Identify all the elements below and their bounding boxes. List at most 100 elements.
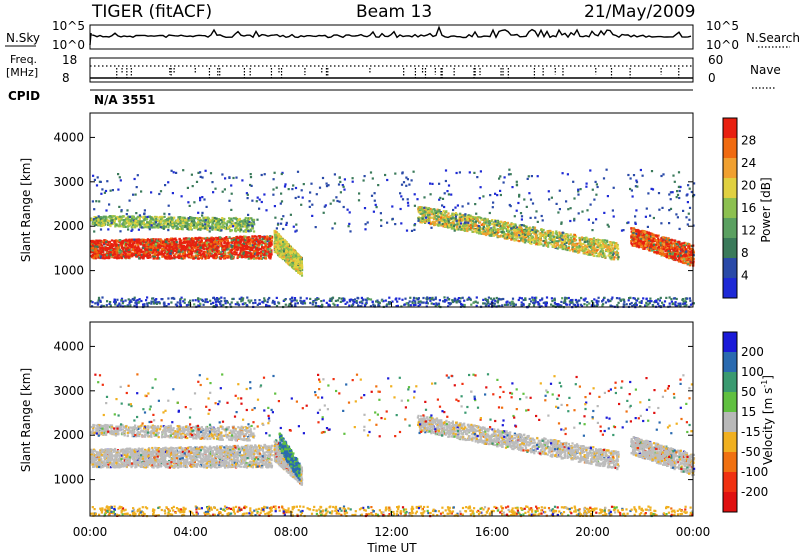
echo-point — [252, 245, 256, 248]
echo-point — [211, 225, 214, 228]
echo-point — [189, 241, 192, 244]
echo-point — [189, 227, 192, 230]
echo-point — [135, 250, 138, 253]
echo-point — [127, 256, 130, 259]
echo-point — [182, 254, 185, 257]
echo-point — [204, 241, 207, 244]
echo-point — [139, 242, 142, 245]
echo-point — [245, 236, 248, 239]
echo-point — [504, 227, 507, 230]
echo-point — [250, 253, 253, 256]
echo-point — [202, 246, 205, 249]
echo-point — [269, 250, 272, 253]
noise-tick-bottom-right: 10^0 — [706, 38, 739, 52]
echo-point — [106, 219, 109, 222]
echo-point — [169, 241, 172, 244]
echo-point — [110, 254, 113, 258]
echo-point — [262, 247, 265, 250]
echo-point — [188, 255, 191, 258]
echo-point — [215, 251, 218, 254]
echo-point — [91, 221, 95, 224]
echo-point — [147, 222, 150, 225]
echo-point — [178, 249, 181, 252]
echo-point — [127, 244, 131, 247]
echo-point — [264, 255, 267, 258]
echo-point — [176, 246, 179, 249]
echo-point — [221, 250, 224, 253]
echo-point — [183, 244, 186, 247]
echo-point — [181, 250, 184, 253]
echo-point — [192, 257, 195, 260]
echo-point — [152, 244, 155, 247]
echo-point — [201, 252, 204, 255]
echo-point — [169, 254, 173, 257]
echo-point — [230, 222, 233, 225]
echo-point — [122, 247, 125, 250]
echo-point — [147, 252, 150, 255]
echo-point — [183, 257, 186, 260]
echo-point — [251, 235, 254, 238]
echo-point — [542, 244, 545, 247]
echo-point — [110, 251, 113, 254]
echo-point — [103, 253, 106, 256]
echo-point — [245, 250, 248, 254]
echo-point — [255, 240, 258, 243]
echo-point — [210, 239, 213, 242]
echo-point — [178, 238, 181, 241]
echo-point — [200, 254, 203, 257]
echo-point — [131, 246, 134, 249]
echo-point — [138, 221, 141, 224]
echo-point — [209, 243, 212, 246]
echo-point — [188, 249, 192, 252]
echo-point — [179, 255, 182, 258]
echo-point — [115, 245, 118, 248]
echo-point — [256, 253, 259, 256]
echo-point — [167, 255, 171, 258]
echo-point — [168, 243, 172, 246]
echo-point — [116, 239, 119, 242]
echo-point — [117, 244, 120, 247]
echo-point — [286, 243, 289, 246]
echo-point — [167, 238, 170, 241]
echo-point — [213, 248, 216, 252]
echo-point — [268, 241, 271, 244]
echo-point — [259, 247, 263, 251]
echo-point — [108, 242, 111, 245]
echo-point — [235, 236, 238, 239]
echo-point — [222, 238, 225, 241]
echo-point — [117, 245, 120, 248]
echo-point — [253, 235, 257, 238]
echo-point — [153, 223, 156, 226]
echo-point — [278, 235, 281, 238]
echo-point — [268, 244, 271, 247]
echo-point — [175, 241, 178, 244]
echo-point — [197, 228, 200, 231]
echo-point — [472, 216, 475, 219]
noise-tick-top-left: 10^5 — [52, 19, 85, 33]
echo-point — [202, 216, 205, 219]
echo-point — [263, 236, 266, 239]
echo-point — [283, 248, 286, 251]
echo-point — [199, 256, 202, 259]
echo-point — [251, 241, 254, 244]
echo-point — [219, 218, 222, 222]
echo-point — [229, 229, 232, 232]
echo-point — [94, 247, 97, 250]
echo-point — [176, 227, 179, 230]
echo-point — [195, 241, 198, 244]
beam-title: Beam 13 — [356, 2, 432, 22]
echo-point — [226, 238, 229, 241]
echo-point — [275, 236, 278, 239]
echo-point — [114, 256, 117, 259]
echo-point — [469, 224, 472, 227]
echo-point — [117, 254, 120, 257]
echo-point — [507, 233, 510, 236]
echo-point — [249, 254, 252, 258]
echo-point — [191, 241, 194, 244]
echo-point — [244, 221, 247, 224]
echo-point — [236, 240, 239, 243]
echo-point — [194, 244, 197, 247]
echo-point — [237, 222, 240, 225]
echo-point — [267, 246, 270, 249]
